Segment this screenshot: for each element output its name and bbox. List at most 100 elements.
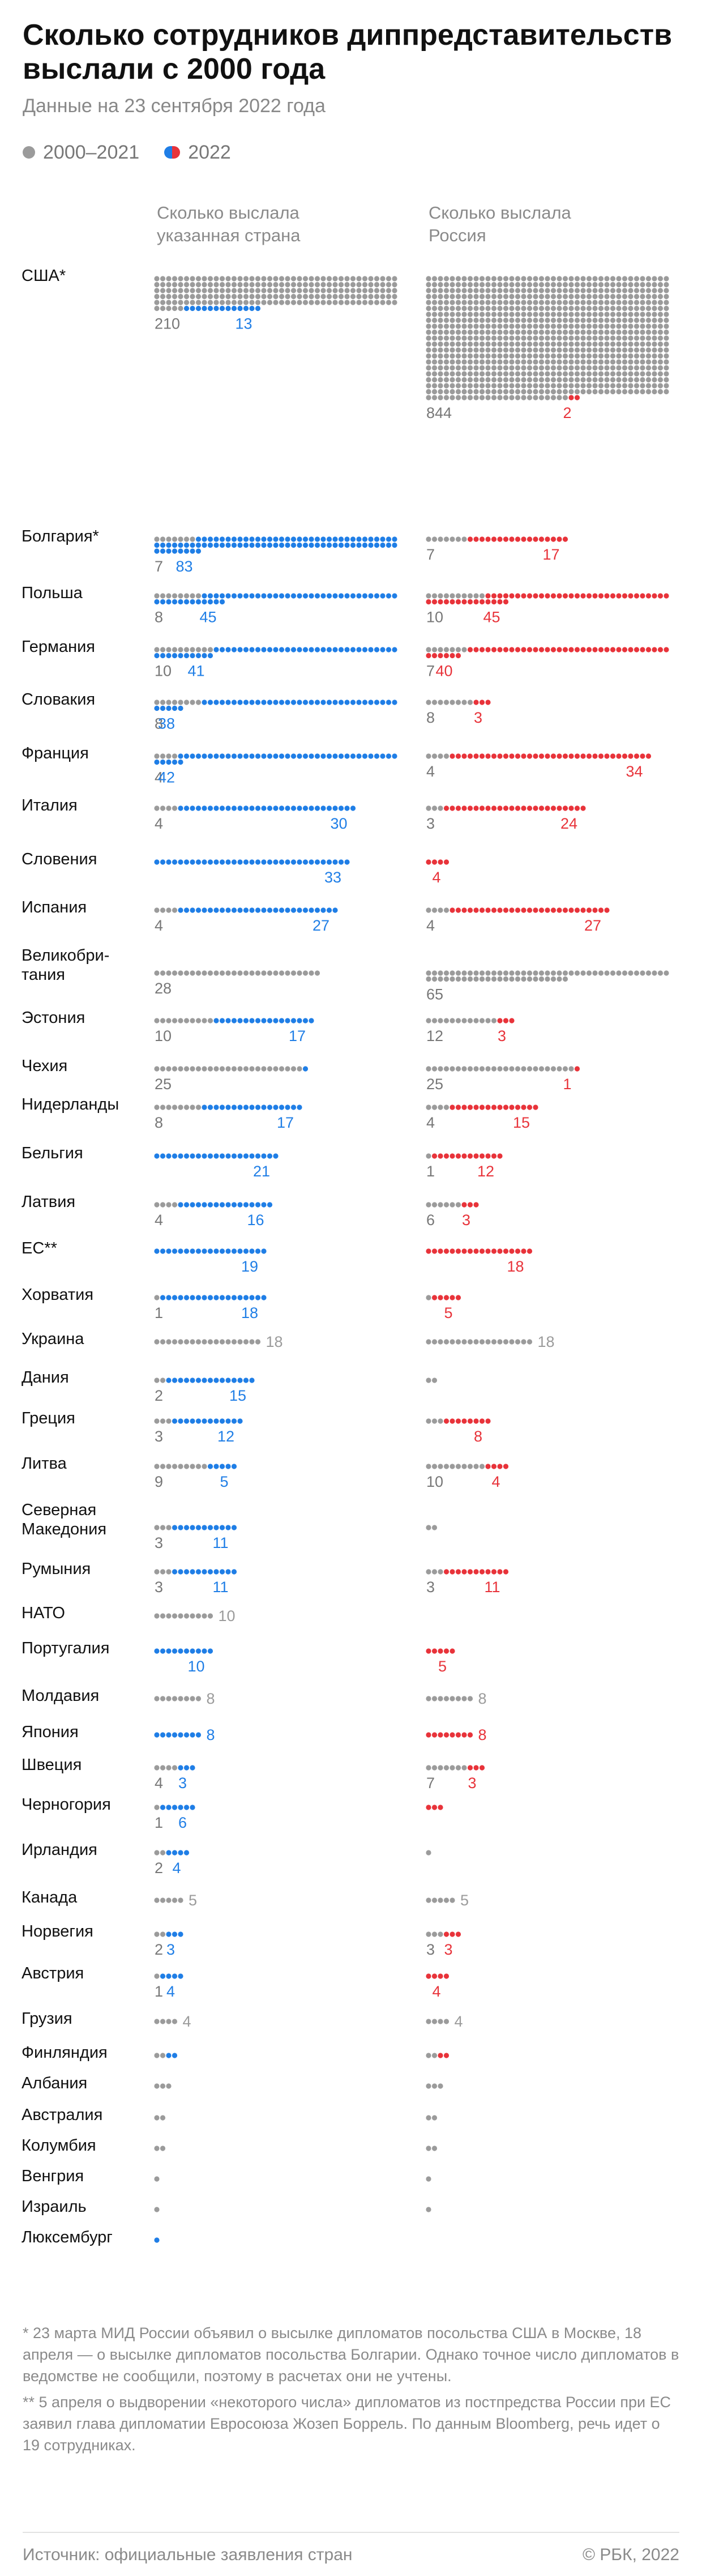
dot-old-right <box>526 359 533 365</box>
dot-old-right <box>426 365 431 371</box>
dot-2022-left <box>326 805 332 811</box>
dot-old-right <box>509 323 515 329</box>
dot-old-right <box>610 329 616 335</box>
dot-old-left <box>154 2083 160 2089</box>
dot-old-right <box>652 377 657 383</box>
dot-old-right <box>461 536 467 542</box>
dot-old-right <box>443 288 450 293</box>
dot-old-right <box>538 282 545 288</box>
dot-old-right <box>473 347 479 353</box>
dot-old-right <box>645 341 652 347</box>
dot-old-right <box>622 389 628 395</box>
dot-old-left <box>202 288 207 293</box>
dot-2022-left <box>302 542 309 548</box>
dot-2022-left <box>219 1018 225 1023</box>
dot-old-left <box>172 1104 178 1110</box>
dot-old-left <box>190 1018 195 1023</box>
dot-2022-left <box>178 859 183 865</box>
dot-old-right <box>431 2083 438 2089</box>
dot-2022-left <box>213 1418 219 1424</box>
dot-2022-right <box>521 1104 526 1110</box>
dot-old-right <box>455 1066 461 1072</box>
dot-old-left <box>154 1613 160 1619</box>
dot-old-left <box>290 970 297 976</box>
dot-old-right <box>515 976 521 982</box>
dot-2022-left <box>231 1464 237 1469</box>
dot-old-right <box>450 389 455 395</box>
dot-old-right <box>640 341 645 347</box>
dot-old-left <box>202 282 207 288</box>
dot-old-right <box>580 317 586 323</box>
dot-2022-left <box>190 599 195 605</box>
dot-old-right <box>568 970 574 976</box>
dot-2022-left <box>237 593 243 599</box>
dot-2022-left <box>237 1248 243 1254</box>
dot-old-right <box>467 293 473 300</box>
dot-old-left <box>154 907 160 913</box>
dot-2022-right <box>545 536 550 542</box>
dot-2022-left <box>380 700 386 705</box>
dot-2022-right <box>610 647 616 652</box>
dot-2022-left <box>249 1377 255 1383</box>
dot-2022-left <box>302 1066 309 1072</box>
dot-old-left <box>362 293 368 300</box>
dot-2022-left <box>225 805 231 811</box>
dot-2022-right <box>473 907 479 913</box>
dot-2022-right <box>455 805 461 811</box>
value-old-left: 8 <box>207 1690 215 1707</box>
dot-old-right <box>426 276 431 282</box>
dot-old-left <box>178 1897 183 1903</box>
dot-old-left <box>285 1066 290 1072</box>
dot-old-right <box>426 593 431 599</box>
dot-old-left <box>172 305 178 312</box>
dot-old-right <box>574 293 580 300</box>
dot-2022-left <box>154 542 160 548</box>
dot-old-left <box>190 1696 195 1701</box>
dot-2022-right <box>455 1153 461 1159</box>
dot-old-right <box>633 371 640 377</box>
dot-2022-left <box>183 1295 190 1300</box>
dot-old-right <box>592 371 598 377</box>
dot-2022-right <box>467 907 473 913</box>
dot-2022-left <box>326 536 332 542</box>
dot-old-left <box>166 1066 172 1072</box>
dot-old-right <box>426 395 431 400</box>
dot-2022-left <box>172 1850 178 1856</box>
dot-old-left <box>172 907 178 913</box>
dot-old-right <box>562 276 568 282</box>
dot-2022-right <box>467 1248 473 1254</box>
dot-old-right <box>467 365 473 371</box>
dot-old-left <box>237 288 243 293</box>
dot-old-right <box>557 359 562 365</box>
dot-old-left <box>154 1066 160 1072</box>
dot-old-right <box>426 907 431 913</box>
dot-old-right <box>473 389 479 395</box>
dot-2022-left <box>213 1202 219 1208</box>
dot-2022-left <box>178 1295 183 1300</box>
dot-2022-left <box>202 542 207 548</box>
dot-2022-right <box>509 1248 515 1254</box>
dot-old-left <box>160 753 166 759</box>
dot-old-right <box>443 976 450 982</box>
dot-2022-left <box>314 593 320 599</box>
dot-old-right <box>431 1931 438 1937</box>
legend-new-label: 2022 <box>188 141 231 163</box>
dot-old-left <box>172 753 178 759</box>
dot-old-right <box>479 383 485 389</box>
value-2022-right: 5 <box>438 1658 447 1675</box>
dot-2022-right <box>467 647 473 652</box>
dot-2022-left <box>178 1805 183 1810</box>
dot-2022-left <box>350 647 356 652</box>
dot-2022-left <box>225 859 231 865</box>
dot-old-right <box>473 1066 479 1072</box>
dot-2022-right <box>479 1765 485 1771</box>
dot-old-left <box>344 276 350 282</box>
dot-old-right <box>657 365 664 371</box>
dot-2022-left <box>207 1248 213 1254</box>
dot-old-right <box>521 371 526 377</box>
dot-2022-left <box>154 2237 160 2243</box>
dot-old-left <box>231 300 237 305</box>
dot-old-right <box>426 2176 431 2182</box>
dot-2022-right <box>450 599 455 605</box>
dot-old-right <box>485 1066 491 1072</box>
